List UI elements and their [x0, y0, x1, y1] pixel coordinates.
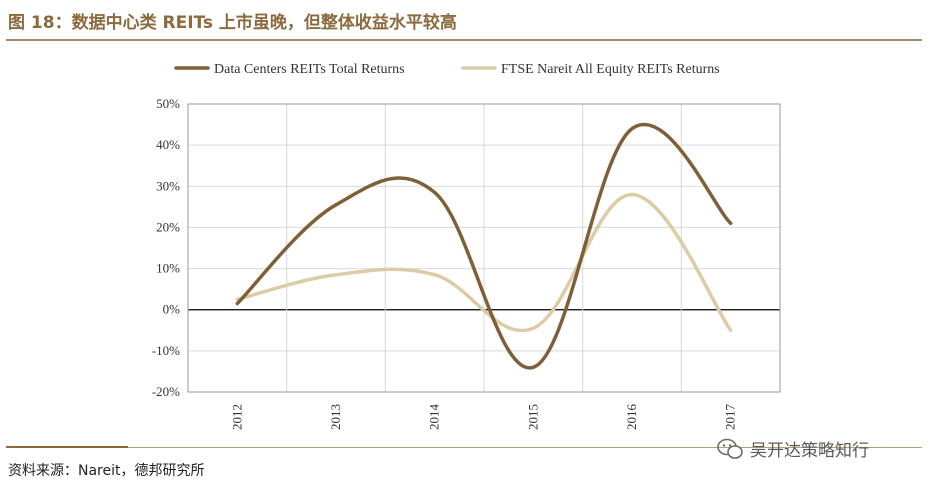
y-tick-label: 0% [163, 302, 181, 317]
x-tick-label: 2014 [427, 404, 442, 431]
x-tick-label: 2015 [525, 404, 540, 430]
x-axis-ticks: 2012 2013 2014 2015 2016 2017 [229, 404, 737, 431]
y-axis-ticks: 50% 40% 30% 20% 10% 0% -10% -20% [152, 96, 180, 399]
footer-divider [6, 447, 922, 448]
y-tick-label: 30% [156, 178, 180, 193]
legend-label: FTSE Nareit All Equity REITs Returns [501, 62, 720, 77]
line-chart: Data Centers REITs Total Returns FTSE Nar… [152, 62, 781, 431]
watermark: 吴开达策略知行 [716, 436, 869, 461]
plot-frame [187, 103, 781, 393]
series-line-ftse-nareit [235, 192, 733, 333]
title-divider [6, 39, 922, 41]
footer-divider-accent [6, 446, 128, 448]
y-tick-label: 50% [156, 96, 180, 111]
y-tick-label: -10% [152, 343, 180, 358]
series-lines [235, 123, 733, 370]
watermark-text: 吴开达策略知行 [750, 441, 869, 461]
x-tick-label: 2012 [229, 404, 244, 430]
x-tick-label: 2016 [624, 404, 639, 431]
y-tick-label: 20% [156, 219, 180, 234]
x-tick-label: 2013 [328, 404, 343, 430]
x-tick-label: 2017 [723, 404, 738, 431]
chart-legend: Data Centers REITs Total Returns FTSE Nar… [174, 62, 720, 77]
wechat-icon [717, 438, 743, 459]
y-tick-label: -20% [152, 384, 180, 399]
legend-label: Data Centers REITs Total Returns [214, 62, 405, 77]
figure-title: 图 18：数据中心类 REITs 上市虽晚，但整体收益水平较高 [8, 13, 457, 33]
y-tick-label: 10% [156, 261, 180, 276]
source-note: 资料来源：Nareit，德邦研究所 [8, 463, 205, 479]
y-tick-label: 40% [156, 137, 180, 152]
series-line-data-centers [235, 123, 733, 370]
